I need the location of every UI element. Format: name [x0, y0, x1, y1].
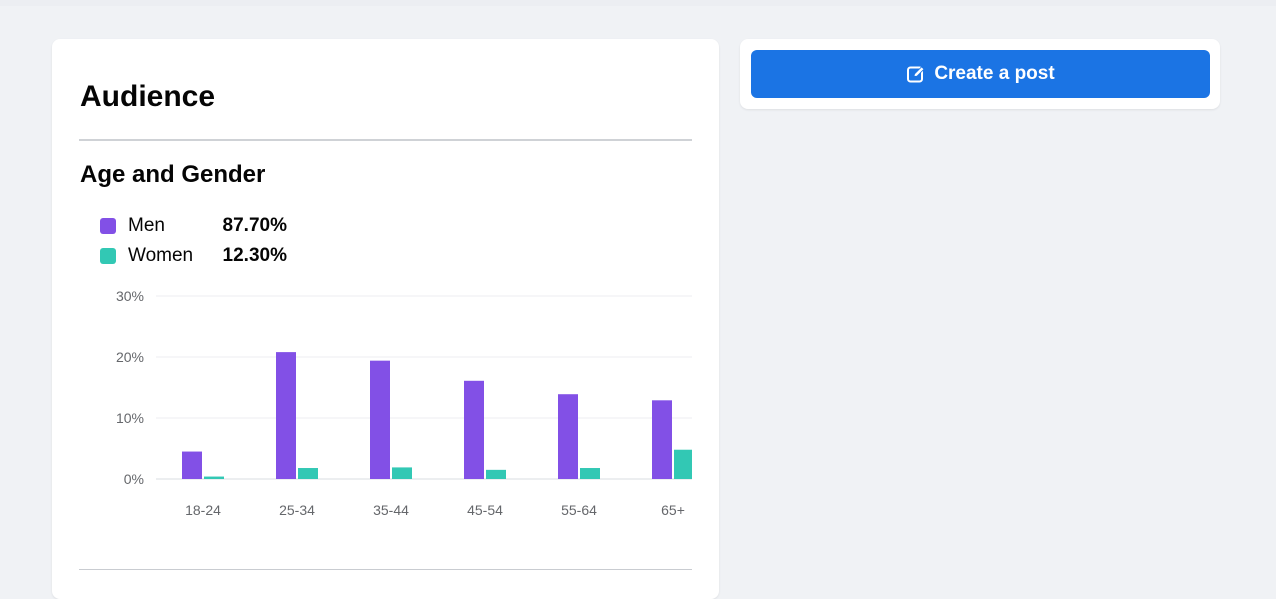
bar-men-45-54 [464, 380, 484, 479]
bar-men-25-34 [276, 352, 296, 479]
bar-women-65+ [674, 449, 692, 479]
audience-title: Audience [80, 80, 216, 113]
legend-label-women: Women [128, 245, 194, 266]
men-swatch [100, 218, 116, 234]
y-tick-label: 0% [124, 471, 144, 487]
x-tick-label: 65+ [661, 502, 685, 518]
x-tick-label: 25-34 [279, 502, 315, 518]
bar-men-65+ [652, 400, 672, 479]
create-post-button[interactable]: Create a post [751, 50, 1210, 98]
bar-women-18-24 [204, 476, 224, 479]
edit-icon [906, 64, 926, 84]
age-gender-title: Age and Gender [80, 161, 266, 188]
bar-men-35-44 [370, 360, 390, 479]
bar-women-55-64 [580, 468, 600, 479]
x-tick-label: 35-44 [373, 502, 409, 518]
legend-value-women: 12.30% [222, 245, 287, 266]
bar-women-35-44 [392, 467, 412, 479]
bar-men-18-24 [182, 451, 202, 479]
legend-item-women: Women 12.30% [100, 244, 320, 274]
legend-value-men: 87.70% [222, 215, 287, 236]
chart-legend: Men 87.70% Women 12.30% [100, 214, 320, 274]
title-divider [79, 139, 692, 141]
bar-men-55-64 [558, 394, 578, 479]
legend-item-men: Men 87.70% [100, 214, 320, 244]
x-tick-label: 55-64 [561, 502, 597, 518]
y-tick-label: 20% [116, 349, 144, 365]
top-band [0, 0, 1276, 6]
create-post-card: Create a post [740, 39, 1220, 109]
bar-women-45-54 [486, 469, 506, 479]
bar-women-25-34 [298, 468, 318, 479]
create-post-label: Create a post [934, 63, 1055, 84]
age-gender-chart: 0% 10% 20% 30% 18-24 25-34 35-44 45-54 55-64 65+ [116, 288, 692, 518]
y-tick-label: 10% [116, 410, 144, 426]
women-swatch [100, 248, 116, 264]
audience-card: Audience Age and Gender Men 87.70% Women… [52, 39, 719, 599]
x-tick-label: 18-24 [185, 502, 221, 518]
bottom-divider [79, 569, 692, 570]
x-tick-label: 45-54 [467, 502, 503, 518]
y-tick-label: 30% [116, 288, 144, 304]
legend-label-men: Men [128, 215, 165, 236]
